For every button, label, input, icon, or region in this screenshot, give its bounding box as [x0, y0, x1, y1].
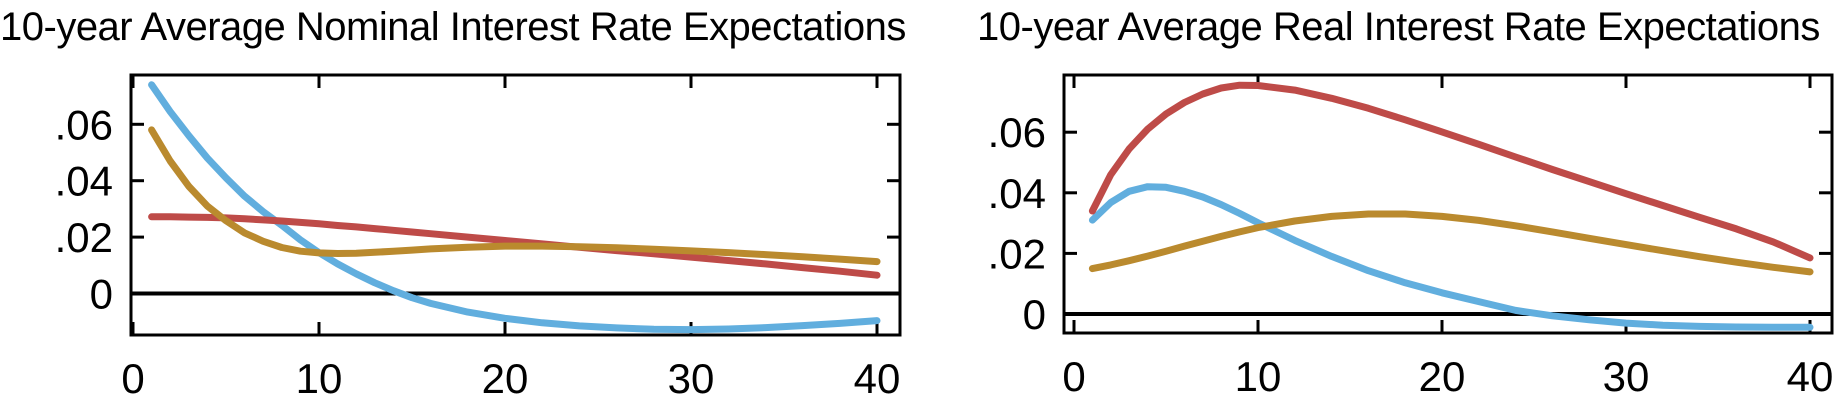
y-tick-label: .04: [55, 158, 113, 205]
x-tick-label: 20: [482, 355, 529, 402]
gold-series-line: [148, 126, 881, 266]
y-tick-label: .02: [55, 214, 113, 261]
x-tick-label: 0: [1062, 353, 1085, 400]
y-tick-label: .06: [988, 109, 1046, 156]
x-tick-label: 10: [296, 355, 343, 402]
x-tick-label: 0: [121, 355, 144, 402]
y-tick-label: .06: [55, 101, 113, 148]
y-tick-label: .04: [988, 170, 1046, 217]
light-blue-series-line: [1088, 183, 1814, 331]
gold-series-line: [1088, 210, 1814, 276]
x-tick-label: 30: [668, 355, 715, 402]
y-tick-label: 0: [1023, 291, 1046, 338]
y-tick-label: 0: [90, 271, 113, 318]
red-series-line: [1088, 81, 1814, 262]
nominal-chart-title: 10-year Average Nominal Interest Rate Ex…: [0, 5, 906, 49]
plot-frame: [1062, 73, 1834, 335]
x-tick-label: 40: [854, 355, 901, 402]
red-series-line: [148, 213, 881, 279]
y-tick-label: .02: [988, 230, 1046, 277]
real-chart-title: 10-year Average Real Interest Rate Expec…: [977, 5, 1820, 49]
x-tick-label: 40: [1787, 353, 1834, 400]
light-blue-series-line: [148, 81, 881, 334]
x-tick-label: 20: [1419, 353, 1466, 400]
x-tick-label: 10: [1235, 353, 1282, 400]
plot-frame: [129, 73, 902, 337]
x-tick-label: 30: [1603, 353, 1650, 400]
